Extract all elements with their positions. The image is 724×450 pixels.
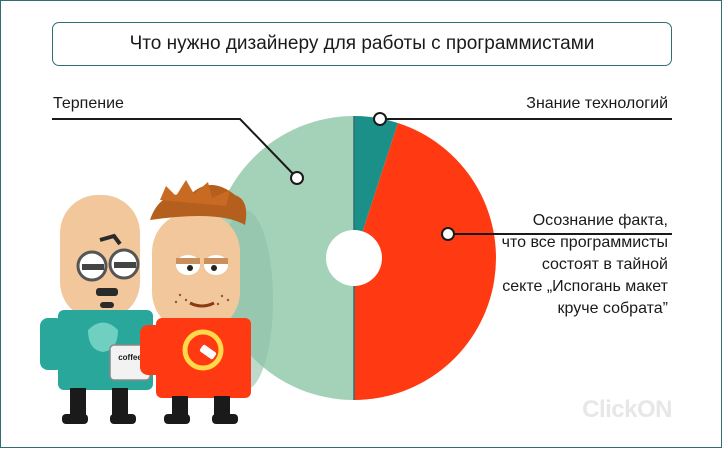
callout-dot-sect [441,227,455,241]
clickon-logo: ClickON [582,396,672,423]
pie-slice-sect [354,122,496,400]
callout-dot-patience [290,171,304,185]
slice-label-tech: Знание технологий [526,95,668,112]
slice-label-sect: Осознание факта, что все программисты со… [501,212,668,317]
callout-lines [52,112,672,241]
mug-label: coffee [118,353,142,362]
pie-slice-tech [354,116,398,258]
slice-label-patience: Терпение [53,95,124,112]
messy-hair-programmer [140,180,251,424]
chart-title: Что нужно дизайнеру для работы с програм… [52,22,672,66]
bald-programmer: coffee [40,195,162,424]
callout-line-patience [52,118,298,179]
donut-hole [326,230,382,286]
programmers-illustration: coffee [40,180,273,424]
callout-dot-tech [373,112,387,126]
